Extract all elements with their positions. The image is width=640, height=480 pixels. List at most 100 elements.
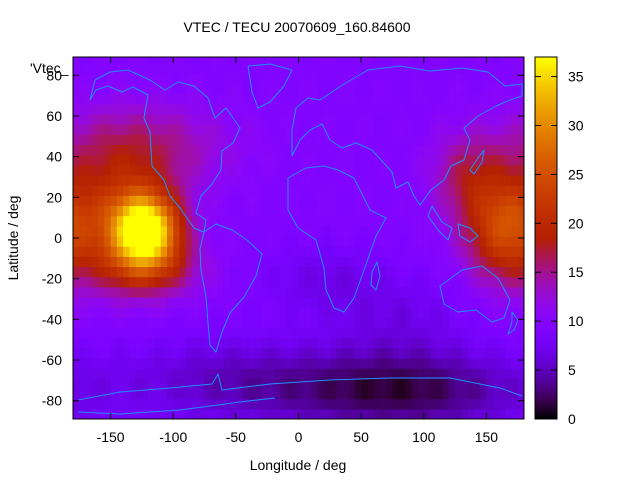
heatmap-cell: [361, 103, 368, 115]
heatmap-cell: [517, 154, 524, 166]
heatmap-cell: [498, 307, 506, 318]
heatmap-cell: [116, 317, 124, 329]
heatmap-cell: [185, 63, 193, 74]
heatmap-cell: [436, 144, 444, 156]
heatmap-cell: [329, 398, 337, 410]
heatmap-cell: [292, 276, 300, 288]
heatmap-cell: [367, 113, 375, 125]
heatmap-cell: [336, 388, 343, 400]
heatmap-cell: [342, 357, 350, 369]
heatmap-cell: [91, 256, 99, 268]
heatmap-cell: [517, 266, 524, 278]
heatmap-cell: [373, 57, 381, 64]
heatmap-cell: [486, 327, 494, 339]
heatmap-cell: [498, 378, 506, 390]
heatmap-cell: [73, 134, 80, 146]
heatmap-cell: [329, 93, 337, 105]
heatmap-cell: [342, 296, 350, 308]
heatmap-cell: [166, 215, 174, 227]
heatmap-cell: [73, 205, 80, 217]
heatmap-cell: [367, 337, 375, 349]
heatmap-cell: [210, 144, 218, 156]
heatmap-cell: [486, 347, 494, 359]
heatmap-cell: [110, 276, 118, 288]
heatmap-cell: [129, 307, 137, 318]
heatmap-cell: [79, 368, 87, 379]
heatmap-cell: [179, 73, 187, 85]
heatmap-cell: [210, 124, 218, 135]
heatmap-cell: [192, 124, 199, 135]
heatmap-cell: [85, 347, 93, 359]
heatmap-cell: [285, 73, 293, 85]
heatmap-cell: [411, 124, 419, 135]
heatmap-cell: [73, 225, 80, 237]
heatmap-cell: [173, 368, 181, 379]
heatmap-cell: [73, 185, 80, 196]
heatmap-cell: [85, 144, 93, 156]
heatmap-cell: [517, 164, 524, 176]
heatmap-cell: [430, 246, 437, 257]
heatmap-cell: [73, 174, 80, 186]
heatmap-cell: [498, 246, 506, 257]
heatmap-cell: [473, 134, 481, 146]
heatmap-cell: [323, 317, 331, 329]
heatmap-cell: [260, 174, 268, 186]
heatmap-cell: [166, 276, 174, 288]
heatmap-cells: [73, 57, 524, 419]
heatmap-cell: [392, 317, 400, 329]
heatmap-cell: [417, 398, 425, 410]
heatmap-cell: [135, 388, 143, 400]
heatmap-cell: [148, 83, 156, 95]
heatmap-cell: [398, 357, 406, 369]
heatmap-cell: [98, 246, 105, 257]
heatmap-cell: [235, 357, 243, 369]
heatmap-cell: [192, 93, 199, 105]
heatmap-cell: [511, 205, 519, 217]
heatmap-cell: [154, 174, 162, 186]
heatmap-cell: [273, 368, 281, 379]
heatmap-cell: [417, 235, 425, 247]
heatmap-cell: [279, 337, 287, 349]
heatmap-cell: [311, 164, 318, 176]
heatmap-cell: [229, 93, 237, 105]
heatmap-cell: [85, 195, 93, 207]
heatmap-cell: [467, 124, 475, 135]
heatmap-cell: [404, 276, 412, 288]
heatmap-cell: [192, 307, 199, 318]
heatmap-cell: [173, 357, 181, 369]
heatmap-cell: [423, 398, 431, 410]
y-tick-label: 40: [46, 149, 62, 165]
heatmap-cell: [85, 408, 93, 419]
heatmap-cell: [210, 73, 218, 85]
heatmap-cell: [173, 134, 181, 146]
heatmap-cell: [354, 347, 362, 359]
heatmap-cell: [129, 357, 137, 369]
heatmap-cell: [204, 307, 212, 318]
heatmap-cell: [336, 57, 343, 64]
heatmap-cell: [141, 347, 149, 359]
heatmap-cell: [467, 73, 475, 85]
heatmap-cell: [498, 296, 506, 308]
heatmap-cell: [329, 134, 337, 146]
heatmap-cell: [292, 256, 300, 268]
heatmap-cell: [473, 327, 481, 339]
heatmap-cell: [430, 408, 437, 419]
heatmap-cell: [467, 317, 475, 329]
heatmap-cell: [392, 205, 400, 217]
heatmap-cell: [223, 347, 231, 359]
heatmap-cell: [273, 215, 281, 227]
heatmap-cell: [430, 337, 437, 349]
heatmap-cell: [173, 103, 181, 115]
heatmap-cell: [148, 266, 156, 278]
heatmap-cell: [411, 276, 419, 288]
heatmap-cell: [298, 174, 306, 186]
heatmap-cell: [123, 286, 130, 298]
heatmap-cell: [235, 174, 243, 186]
heatmap-cell: [411, 296, 419, 308]
y-axis-label: Latitude / deg: [5, 196, 21, 281]
heatmap-cell: [423, 256, 431, 268]
heatmap-cell: [304, 174, 312, 186]
heatmap-cell: [430, 307, 437, 318]
heatmap-cell: [480, 317, 488, 329]
heatmap-cell: [135, 286, 143, 298]
